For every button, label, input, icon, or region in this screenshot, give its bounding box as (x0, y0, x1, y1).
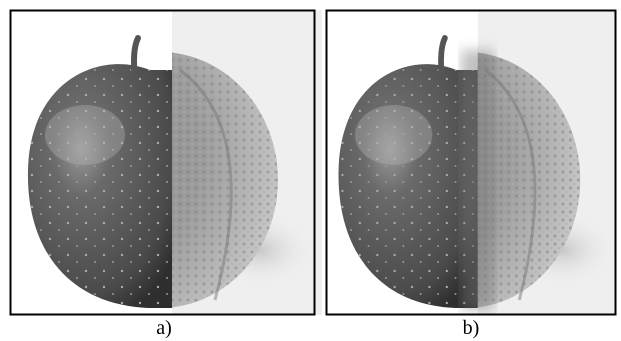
panel-caption: a) (156, 317, 172, 339)
panel-b: b) (326, 10, 621, 339)
panel-a: a) (10, 10, 322, 339)
figure: a) b) (0, 0, 621, 341)
panel-caption: b) (463, 317, 480, 339)
page: a) b) (() => { const data = JSON.parse(d… (0, 0, 621, 341)
